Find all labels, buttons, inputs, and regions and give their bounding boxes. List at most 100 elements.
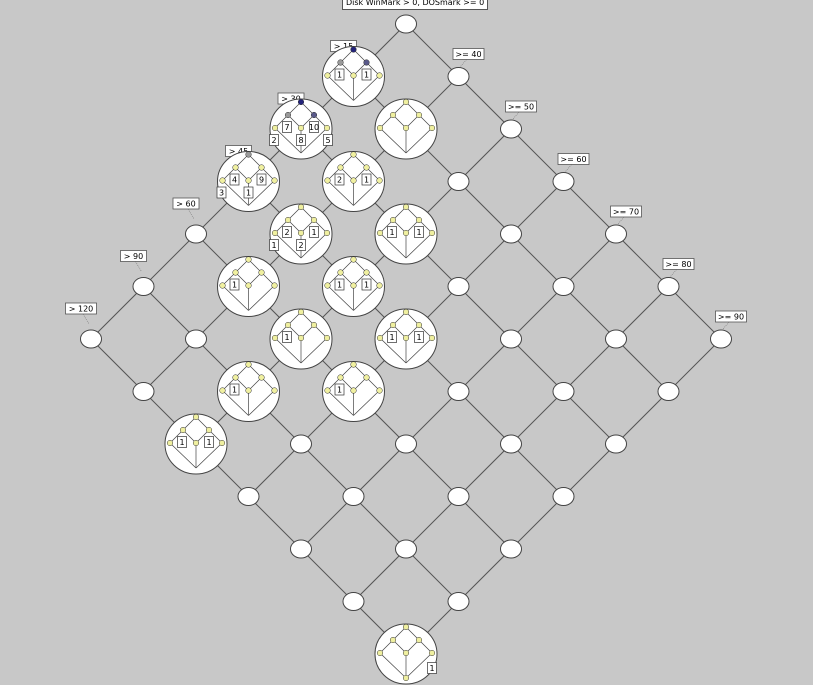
mini-edge xyxy=(340,259,354,273)
mini-node xyxy=(284,321,292,329)
mini-node xyxy=(402,203,410,211)
lattice-node xyxy=(80,329,102,349)
count-label: 1 xyxy=(206,438,211,447)
mini-node xyxy=(363,164,370,171)
mini-edge xyxy=(300,206,315,221)
mini-node xyxy=(350,46,357,53)
count-box xyxy=(334,68,345,81)
mini-edge xyxy=(274,232,302,259)
count-label: 7 xyxy=(284,123,289,132)
lattice-edge xyxy=(668,338,722,392)
mini-edge xyxy=(405,324,420,339)
mini-node xyxy=(284,111,292,119)
mini-node xyxy=(258,269,265,276)
mini-node xyxy=(415,321,423,329)
mini-edge xyxy=(235,259,249,273)
mini-node xyxy=(376,124,384,132)
count-box xyxy=(269,239,279,251)
lattice-node xyxy=(395,434,417,454)
mini-node xyxy=(324,72,331,79)
row-label: > 120 xyxy=(69,305,94,314)
mini-edge xyxy=(353,364,367,378)
row-label: > 60 xyxy=(176,200,195,209)
mini-edge xyxy=(379,127,407,154)
count-label: 1 xyxy=(364,71,369,80)
lattice-edge xyxy=(248,496,302,550)
mini-node xyxy=(428,229,436,237)
mini-edge xyxy=(313,219,328,234)
col-label-box xyxy=(610,205,642,218)
mini-edge xyxy=(340,272,354,286)
label-leader xyxy=(460,59,467,67)
mini-edge xyxy=(392,101,407,116)
mini-node xyxy=(376,177,383,184)
lattice-edge xyxy=(248,443,302,497)
mini-edge xyxy=(248,272,262,286)
mini-node xyxy=(323,229,331,237)
mini-edge xyxy=(182,429,197,444)
lattice-node xyxy=(447,592,470,611)
count-box xyxy=(334,383,345,396)
lattice-edge xyxy=(143,233,197,287)
lattice-edge xyxy=(405,443,459,497)
lattice-edge xyxy=(510,496,564,550)
lattice-edge xyxy=(353,443,407,497)
mini-edge xyxy=(340,154,354,168)
mini-node xyxy=(271,177,278,184)
lattice-node xyxy=(447,172,470,191)
lattice-node xyxy=(605,224,627,244)
mini-edge xyxy=(169,442,197,469)
lattice-node xyxy=(605,329,627,349)
count-label: 1 xyxy=(364,176,369,185)
mini-edge xyxy=(248,259,262,273)
mini-edge xyxy=(248,377,262,391)
count-box xyxy=(296,134,306,146)
mini-node xyxy=(389,216,397,224)
mini-node xyxy=(350,151,357,158)
count-label: 3 xyxy=(219,189,224,198)
row-label-box xyxy=(65,302,97,315)
lattice-edge xyxy=(90,286,144,340)
mini-node xyxy=(428,334,436,342)
mini-node xyxy=(363,374,370,381)
mini-edge xyxy=(327,272,341,286)
lattice-node xyxy=(185,224,207,244)
lattice-edge xyxy=(458,338,512,392)
mini-node xyxy=(350,177,357,184)
lattice-edge xyxy=(458,181,512,235)
mini-node xyxy=(324,177,331,184)
lattice-edge xyxy=(510,181,564,235)
mini-node xyxy=(376,334,384,342)
mini-node xyxy=(219,387,226,394)
label-leader xyxy=(135,261,142,272)
mini-edge xyxy=(300,114,315,129)
lattice-edge xyxy=(510,286,564,340)
mini-edge xyxy=(300,324,315,339)
count-box xyxy=(282,121,292,133)
lattice-node xyxy=(552,382,575,401)
count-label: 1 xyxy=(337,281,342,290)
mini-node xyxy=(428,649,436,657)
count-box xyxy=(414,226,424,238)
lattice-node xyxy=(395,539,417,559)
mini-edge xyxy=(274,127,302,154)
mini-edge xyxy=(235,272,249,286)
mini-node xyxy=(245,387,252,394)
mini-node xyxy=(310,111,318,119)
mini-edge xyxy=(208,429,223,444)
lattice-node xyxy=(237,487,260,506)
count-label: 1 xyxy=(337,71,342,80)
mini-edge xyxy=(379,324,394,339)
label-leader xyxy=(187,208,195,220)
col-label-box xyxy=(715,310,747,323)
mini-node xyxy=(324,387,331,394)
mini-node xyxy=(310,216,318,224)
lattice-edge xyxy=(300,443,354,497)
lattice-node xyxy=(605,434,627,454)
mini-edge xyxy=(300,219,315,234)
label-leader xyxy=(617,216,625,225)
count-label: 1 xyxy=(389,333,394,342)
count-box xyxy=(334,278,345,291)
lattice-edge xyxy=(405,548,459,602)
count-box xyxy=(414,331,424,343)
